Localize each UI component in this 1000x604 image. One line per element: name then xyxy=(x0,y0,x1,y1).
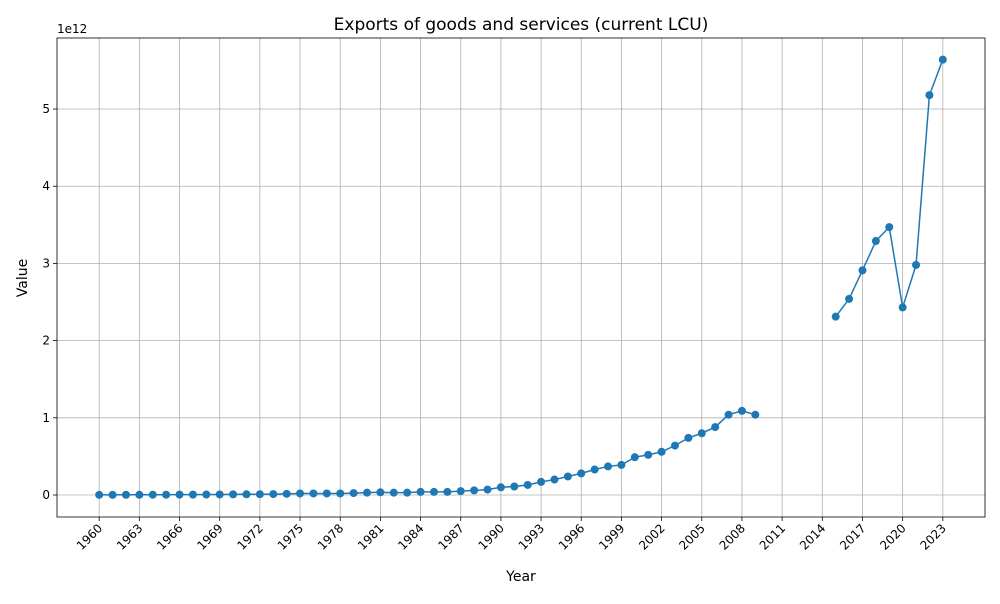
marker xyxy=(282,489,291,498)
chart-title: Exports of goods and services (current L… xyxy=(334,15,709,35)
marker xyxy=(188,490,197,499)
marker xyxy=(604,462,613,471)
marker xyxy=(269,490,278,499)
marker xyxy=(523,480,532,489)
marker xyxy=(108,490,117,499)
marker xyxy=(322,489,331,498)
marker xyxy=(550,475,559,484)
marker xyxy=(242,490,251,499)
offset-label: 1e12 xyxy=(57,22,87,36)
x-axis-label: Year xyxy=(505,569,536,585)
marker xyxy=(711,423,720,432)
marker xyxy=(309,489,318,498)
plot-frame xyxy=(56,37,986,518)
marker xyxy=(229,490,238,499)
marker xyxy=(644,450,653,459)
y-axis-label: Value xyxy=(15,259,31,297)
marker xyxy=(95,490,104,499)
marker xyxy=(403,488,412,497)
marker xyxy=(684,433,693,442)
y-tick-label: 1 xyxy=(42,411,50,425)
marker xyxy=(912,260,921,269)
marker xyxy=(697,429,706,438)
y-tick-label: 3 xyxy=(42,256,50,270)
y-tick-label: 2 xyxy=(42,334,50,348)
marker xyxy=(121,490,130,499)
marker xyxy=(657,447,666,456)
marker xyxy=(751,410,760,419)
marker xyxy=(925,91,934,100)
marker xyxy=(363,488,372,497)
marker xyxy=(175,490,184,499)
marker xyxy=(577,469,586,478)
marker xyxy=(831,312,840,321)
marker xyxy=(845,294,854,303)
y-tick-label: 4 xyxy=(42,179,50,193)
marker xyxy=(724,410,733,419)
marker xyxy=(496,483,505,492)
marker xyxy=(563,472,572,481)
marker xyxy=(510,482,519,491)
marker xyxy=(630,453,639,462)
marker xyxy=(148,490,157,499)
marker xyxy=(670,441,679,450)
marker xyxy=(162,490,171,499)
marker xyxy=(871,237,880,246)
marker xyxy=(296,489,305,498)
marker xyxy=(590,465,599,474)
marker xyxy=(617,460,626,469)
marker xyxy=(470,486,479,495)
marker xyxy=(898,303,907,312)
marker xyxy=(537,477,546,486)
marker xyxy=(389,488,398,497)
marker xyxy=(443,487,452,496)
marker xyxy=(336,489,345,498)
marker xyxy=(429,487,438,496)
marker xyxy=(416,487,425,496)
marker xyxy=(135,490,144,499)
marker xyxy=(858,266,867,275)
marker xyxy=(885,223,894,232)
marker xyxy=(938,55,947,64)
marker xyxy=(737,406,746,415)
marker xyxy=(483,485,492,494)
marker xyxy=(349,489,358,498)
y-tick-label: 5 xyxy=(42,102,50,116)
marker xyxy=(376,488,385,497)
marker xyxy=(202,490,211,499)
marker xyxy=(255,490,264,499)
y-tick-label: 0 xyxy=(42,488,50,502)
marker xyxy=(215,490,224,499)
marker xyxy=(456,487,465,496)
